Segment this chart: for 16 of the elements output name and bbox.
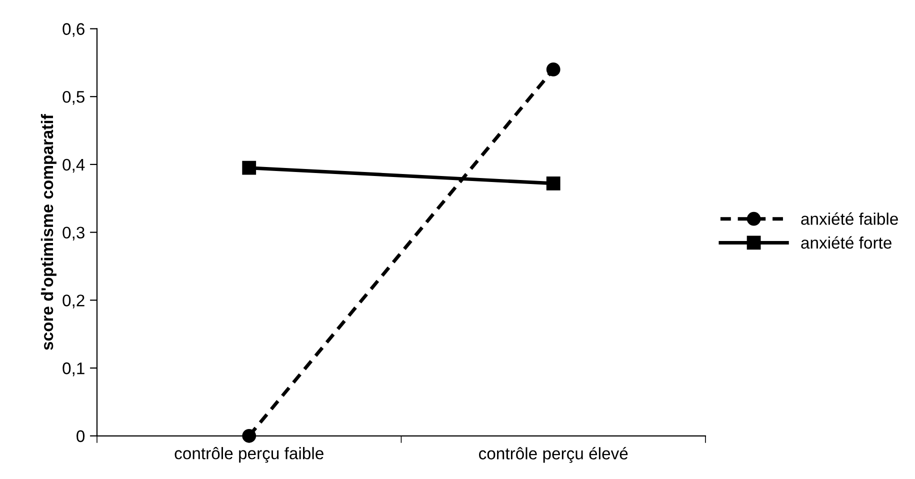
y-tick-label: 0,3 <box>62 226 84 240</box>
y-tick-label: 0,6 <box>62 23 84 37</box>
y-tick-label: 0 <box>76 430 85 442</box>
y-tick-label: 0,4 <box>62 158 85 173</box>
y-tick-label: 0,5 <box>62 91 84 105</box>
y-tick-label: 0,2 <box>62 294 84 308</box>
point <box>546 176 560 190</box>
x-tick-label: contrôle perçu élevé <box>479 447 628 463</box>
y-tick-label: 0,1 <box>62 362 84 376</box>
point <box>242 160 256 175</box>
legend-label: anxiété faible <box>801 212 898 225</box>
y-axis-title: score d'optimisme comparatif <box>40 114 56 350</box>
point <box>242 428 256 443</box>
legend-label: anxiété forte <box>801 236 892 249</box>
x-tick-label: contrôle perçu faible <box>174 447 324 463</box>
point <box>546 62 560 76</box>
